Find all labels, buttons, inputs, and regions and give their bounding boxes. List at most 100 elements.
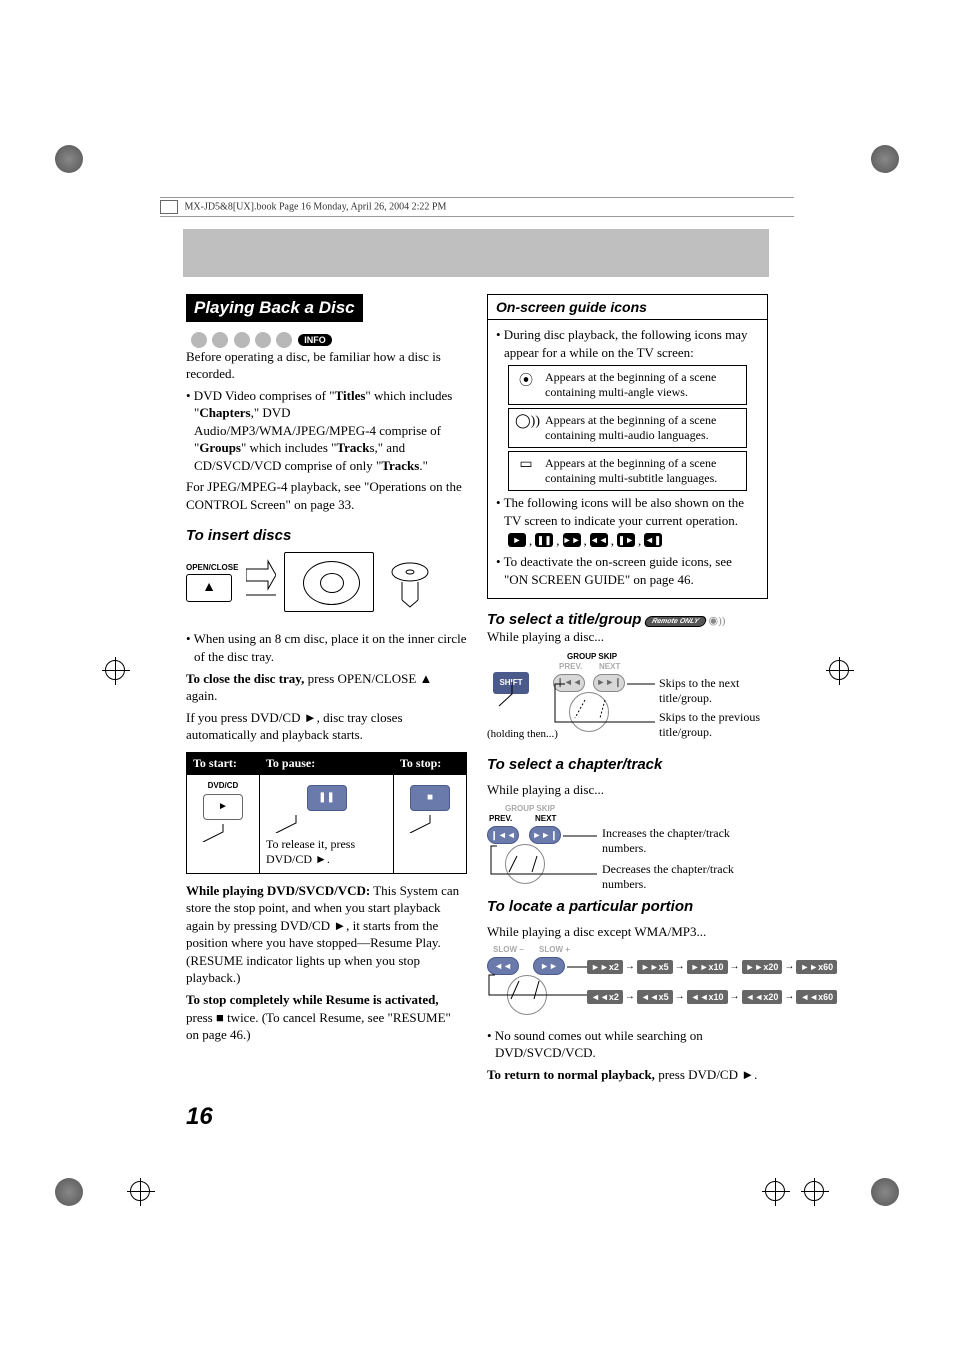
pause-button-icon: ❚❚ (307, 785, 347, 811)
group-skip-label: GROUP SKIP (505, 804, 555, 813)
disc-structure-text: • DVD Video comprises of "Titles" which … (186, 387, 467, 475)
guide-intro: • During disc playback, the following ic… (496, 326, 759, 361)
chapter-banner (183, 229, 769, 277)
dec-chapter-text: Decreases the chapter/track numbers. (602, 862, 768, 892)
arrow-lines (487, 832, 597, 882)
while-playing-text: While playing a disc... (487, 628, 768, 646)
speed-step: ◄◄x5 (637, 990, 673, 1004)
arrow-icon (246, 557, 276, 607)
insert-disc-figure: OPEN/CLOSE ▲ (186, 552, 467, 622)
pointer-line (400, 815, 460, 833)
disc-tray-icon (284, 552, 374, 612)
holding-text: (holding then...) (487, 728, 558, 740)
no-sound-note: • No sound comes out while searching on … (487, 1027, 768, 1062)
table-header: To pause: (260, 752, 394, 774)
ff-icon: ►► (563, 533, 581, 547)
open-close-label: OPEN/CLOSE (186, 563, 238, 572)
speed-step: ◄◄x60 (796, 990, 837, 1004)
speed-step: ►►x20 (742, 960, 783, 974)
guide-deactivate: • To deactivate the on-screen guide icon… (496, 553, 759, 588)
ff-speed-row: ►►x2→►►x5→►►x10→►►x20→►►x60 (587, 957, 837, 977)
icon-row: ⦿ Appears at the beginning of a scene co… (508, 365, 747, 405)
slow-fwd-icon: ❚► (617, 533, 635, 547)
table-cell: DVD/CD ► (187, 774, 260, 873)
slow-plus-label: SLOW + (539, 945, 570, 954)
locate-diagram: SLOW – SLOW + ◄◄ ►► ►►x2→►►x5→►►x10→►►x2… (487, 945, 768, 1027)
press-dvd-text: If you press DVD/CD ►, disc tray closes … (186, 709, 467, 744)
operation-icons: ►, ❚❚, ►►, ◄◄, ❚►, ◄❚ (508, 533, 759, 549)
prev-label: PREV. (559, 662, 582, 671)
play-icon: ► (508, 533, 526, 547)
angle-icon: ⦿ (515, 370, 537, 400)
chapter-skip-diagram: GROUP SKIP PREV. NEXT ❙◄◄ ►►❙ Increases … (487, 804, 768, 884)
page-number: 16 (186, 1103, 213, 1131)
speed-step: ►►x5 (637, 960, 673, 974)
section-title: Playing Back a Disc (186, 294, 363, 322)
icon-desc: Appears at the beginning of a scene cont… (545, 413, 740, 443)
resume-text: While playing DVD/SVCD/VCD: This System … (186, 882, 467, 987)
guide-title: On-screen guide icons (488, 295, 767, 320)
header-text: MX-JD5&8[UX].book Page 16 Monday, April … (185, 201, 447, 212)
left-column: Playing Back a Disc INFO Before operatin… (186, 294, 467, 1088)
note-8cm: • When using an 8 cm disc, place it on t… (186, 630, 467, 665)
stop-button-icon: ■ (410, 785, 450, 811)
ir-icon: ◉)) (709, 615, 726, 627)
guide-tv-text: • The following icons will be also shown… (496, 494, 759, 529)
table-cell: ■ (394, 774, 467, 873)
icon-row: ◯)) Appears at the beginning of a scene … (508, 408, 747, 448)
registration-mark (130, 1181, 150, 1201)
release-text: To release it, press DVD/CD ►. (266, 837, 387, 867)
speed-step: ◄◄x20 (742, 990, 783, 1004)
while-playing-text: While playing a disc... (487, 781, 768, 799)
audio-icon: ◯)) (515, 413, 537, 443)
inc-chapter-text: Increases the chapter/track numbers. (602, 826, 768, 856)
table-header: To stop: (394, 752, 467, 774)
pointer-line (266, 815, 326, 833)
table-cell: ❚❚ To release it, press DVD/CD ►. (260, 774, 394, 873)
speed-step: ►►x2 (587, 960, 623, 974)
registration-mark (804, 1181, 824, 1201)
icon-desc: Appears at the beginning of a scene cont… (545, 370, 740, 400)
dvd-cd-label: DVD/CD (193, 781, 253, 790)
registration-mark (765, 1181, 785, 1201)
corner-dot (55, 145, 83, 173)
disc-icon (276, 332, 292, 348)
eject-button-icon: ▲ (186, 574, 232, 602)
corner-dot (871, 145, 899, 173)
info-badge: INFO (298, 334, 332, 346)
subtitle-icon: ▭ (515, 456, 537, 486)
close-tray-text: To close the disc tray, press OPEN/CLOSE… (186, 670, 467, 705)
speed-step: ◄◄x10 (687, 990, 728, 1004)
page-header: MX-JD5&8[UX].book Page 16 Monday, April … (160, 197, 794, 217)
next-label: NEXT (535, 814, 556, 823)
playback-controls-table: To start: To pause: To stop: DVD/CD ► ❚❚… (186, 752, 467, 874)
right-column: On-screen guide icons • During disc play… (487, 294, 768, 1088)
play-button-icon: ► (203, 794, 243, 820)
locate-portion-heading: To locate a particular portion (487, 898, 768, 915)
registration-mark (105, 660, 125, 680)
speed-step: ►►x10 (687, 960, 728, 974)
corner-dot (55, 1178, 83, 1206)
onscreen-guide-box: On-screen guide icons • During disc play… (487, 294, 768, 599)
speed-step: ◄◄x2 (587, 990, 623, 1004)
slow-rev-icon: ◄❚ (644, 533, 662, 547)
remote-only-badge: Remote ONLY (643, 616, 706, 627)
disc-type-icons: INFO (190, 331, 332, 348)
select-chapter-heading: To select a chapter/track (487, 756, 768, 773)
slow-minus-label: SLOW – (493, 945, 524, 954)
arrow-lines (487, 963, 587, 1013)
icon-row: ▭ Appears at the beginning of a scene co… (508, 451, 747, 491)
disc-insert-icon (382, 552, 432, 612)
speed-step: ►►x60 (796, 960, 837, 974)
select-title-heading: To select a title/group (487, 611, 641, 628)
arrow-lines (535, 680, 655, 735)
pause-icon: ❚❚ (535, 533, 553, 547)
pointer-line (193, 824, 253, 842)
prev-label: PREV. (489, 814, 512, 823)
jpeg-note: For JPEG/MPEG-4 playback, see "Operation… (186, 478, 467, 513)
pointer-line (497, 682, 527, 712)
skip-next-text: Skips to the next title/group. (659, 676, 768, 706)
registration-mark (829, 660, 849, 680)
disc-icon (212, 332, 228, 348)
stop-resume-text: To stop completely while Resume is activ… (186, 991, 467, 1044)
